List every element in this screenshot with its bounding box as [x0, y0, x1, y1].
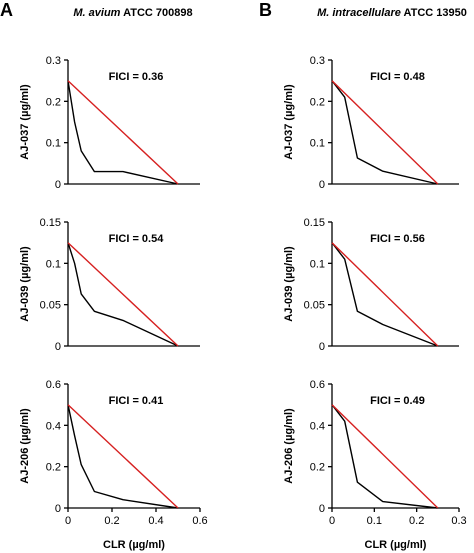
- y-tick-label: 0.2: [310, 462, 325, 474]
- y-axis-title: AJ-037 (µg/ml): [283, 84, 295, 160]
- x-axis-title: CLR (µg/ml): [365, 539, 427, 551]
- x-tick-label: 0.6: [192, 515, 207, 527]
- x-tick-label: 0.1: [367, 515, 382, 527]
- y-tick-label: 0.1: [310, 138, 325, 150]
- y-axis-title: AJ-037 (µg/ml): [19, 84, 31, 160]
- y-tick-label: 0.1: [310, 258, 325, 270]
- y-tick-label: 0.4: [310, 420, 325, 432]
- plot-b-3: 0 0.2 0.4 0.6 0 0.1 0.2 0.3 AJ-206 (µg/ml) CLR (µ…: [283, 379, 467, 551]
- y-tick-label: 0.1: [46, 138, 61, 150]
- y-tick-label: 0.15: [40, 217, 61, 229]
- y-tick-label: 0: [55, 341, 61, 353]
- y-tick-label: 0.6: [46, 379, 61, 391]
- isobologram-line: [67, 242, 179, 347]
- y-axis-title: AJ-039 (µg/ml): [283, 246, 295, 322]
- y-tick-label: 0.05: [304, 300, 325, 312]
- x-tick-label: 0.2: [104, 515, 119, 527]
- y-tick-label: 0: [319, 179, 325, 191]
- column-title-b-organism: M. intracellulare: [317, 7, 401, 19]
- y-tick-label: 0: [55, 503, 61, 515]
- plot-b-2: 0 0.05 0.1 0.15 AJ-039 (µg/ml) FICI = 0.56: [283, 217, 459, 353]
- x-tick-label: 0.2: [409, 515, 424, 527]
- additivity-line: [331, 80, 439, 185]
- y-tick-label: 0.6: [310, 379, 325, 391]
- fici-annotation: FICI = 0.49: [370, 395, 425, 407]
- additivity-line: [67, 242, 179, 347]
- column-title-a-organism: M. avium: [73, 7, 120, 19]
- panel-letter-b: B: [259, 0, 272, 20]
- y-tick-label: 0: [319, 341, 325, 353]
- x-tick-label: 0: [329, 515, 335, 527]
- y-tick-label: 0.2: [310, 96, 325, 108]
- y-tick-label: 0.2: [46, 462, 61, 474]
- x-tick-label: 0.4: [148, 515, 163, 527]
- isobologram-line: [67, 404, 179, 509]
- isobologram-line: [331, 80, 438, 185]
- x-tick-label: 0.3: [451, 515, 466, 527]
- column-title-b: M. intracellulare ATCC 13950: [317, 7, 467, 19]
- column-title-a: M. avium ATCC 700898: [73, 7, 192, 19]
- additivity-line: [331, 242, 439, 347]
- y-tick-label: 0.05: [40, 300, 61, 312]
- x-axis-title: CLR (µg/ml): [103, 539, 165, 551]
- fici-annotation: FICI = 0.41: [109, 395, 164, 407]
- y-axis-title: AJ-206 (µg/ml): [283, 408, 295, 484]
- y-axis-title: AJ-206 (µg/ml): [19, 408, 31, 484]
- additivity-line: [67, 80, 179, 185]
- fici-annotation: FICI = 0.36: [109, 71, 164, 83]
- y-tick-label: 0: [319, 503, 325, 515]
- fici-annotation: FICI = 0.48: [370, 71, 425, 83]
- additivity-line: [331, 404, 439, 509]
- isobologram-line: [331, 242, 439, 347]
- x-tick-label: 0: [65, 515, 71, 527]
- panel-letter-a: A: [0, 0, 13, 20]
- y-tick-label: 0.3: [310, 55, 325, 67]
- isobologram-line: [331, 404, 438, 509]
- y-tick-label: 0.1: [46, 258, 61, 270]
- fici-annotation: FICI = 0.54: [109, 233, 165, 245]
- fici-annotation: FICI = 0.56: [370, 233, 425, 245]
- y-tick-label: 0.15: [304, 217, 325, 229]
- isobologram-line: [67, 80, 179, 185]
- y-tick-label: 0: [55, 179, 61, 191]
- plot-a-3: 0 0.2 0.4 0.6 0 0.2 0.4 0.6 AJ-206 (µg/ml) CLR (µ…: [19, 379, 208, 551]
- y-axis-title: AJ-039 (µg/ml): [19, 246, 31, 322]
- additivity-line: [67, 404, 179, 509]
- column-title-a-strain: ATCC 700898: [120, 7, 192, 19]
- plot-a-1: 0 0.1 0.2 0.3 AJ-037 (µg/ml) FICI = 0.36: [19, 55, 200, 191]
- y-tick-label: 0.4: [46, 420, 61, 432]
- column-title-b-strain: ATCC 13950: [401, 7, 467, 19]
- y-tick-label: 0.3: [46, 55, 61, 67]
- plots-layer: 0 0.1 0.2 0.3 AJ-037 (µg/ml) FICI = 0.36 0 0.05…: [19, 55, 467, 551]
- plot-a-2: 0 0.05 0.1 0.15 AJ-039 (µg/ml) FICI = 0.54: [19, 217, 200, 353]
- y-tick-label: 0.2: [46, 96, 61, 108]
- plot-b-1: 0 0.1 0.2 0.3 AJ-037 (µg/ml) FICI = 0.48: [283, 55, 459, 191]
